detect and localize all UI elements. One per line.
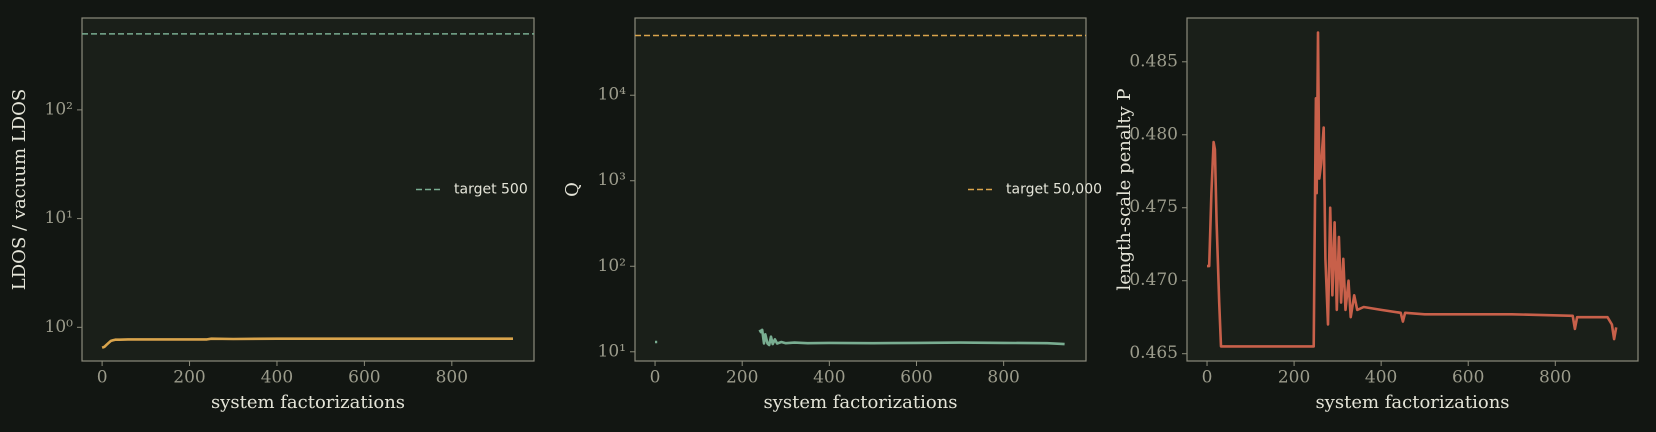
x-tick-label: 0 bbox=[1202, 368, 1213, 388]
x-tick-label: 400 bbox=[813, 368, 845, 388]
x-tick-label: 200 bbox=[173, 368, 205, 388]
plot-area bbox=[81, 17, 535, 362]
y-tick-label: 10⁴ bbox=[598, 85, 627, 105]
y-axis-label: LDOS / vacuum LDOS bbox=[9, 89, 30, 290]
x-axis-label: system factorizations bbox=[1315, 392, 1509, 413]
y-tick-label: 10¹ bbox=[598, 341, 626, 361]
legend-label: target 500 bbox=[454, 182, 528, 198]
y-tick-label: 10² bbox=[598, 256, 626, 276]
plot-area bbox=[1186, 17, 1639, 362]
y-tick-label: 10⁰ bbox=[45, 317, 74, 337]
y-tick-label: 0.475 bbox=[1129, 197, 1178, 217]
x-tick-label: 400 bbox=[261, 368, 293, 388]
x-axis-label: system factorizations bbox=[763, 392, 957, 413]
x-tick-label: 200 bbox=[1278, 368, 1310, 388]
x-axis-label: system factorizations bbox=[211, 392, 405, 413]
x-tick-label: 800 bbox=[1539, 368, 1571, 388]
x-tick-label: 0 bbox=[650, 368, 661, 388]
x-tick-label: 800 bbox=[436, 368, 468, 388]
x-tick-label: 600 bbox=[1452, 368, 1484, 388]
y-tick-label: 0.465 bbox=[1129, 343, 1178, 363]
x-tick-label: 400 bbox=[1365, 368, 1397, 388]
y-tick-label: 10¹ bbox=[45, 208, 73, 228]
y-tick-label: 10² bbox=[45, 99, 73, 119]
series-line bbox=[655, 328, 1065, 347]
y-axis-label: Q bbox=[562, 182, 583, 197]
x-tick-label: 800 bbox=[987, 368, 1019, 388]
y-tick-label: 0.470 bbox=[1129, 270, 1178, 290]
y-tick-label: 0.485 bbox=[1129, 51, 1178, 71]
x-tick-label: 0 bbox=[97, 368, 108, 388]
series-line bbox=[101, 337, 513, 349]
y-axis-label: length-scale penalty P bbox=[1114, 88, 1135, 290]
x-tick-label: 600 bbox=[348, 368, 380, 388]
y-tick-label: 10³ bbox=[598, 170, 626, 190]
series-line bbox=[1207, 31, 1618, 348]
x-tick-label: 600 bbox=[900, 368, 932, 388]
plot-area bbox=[634, 17, 1087, 362]
x-tick-label: 200 bbox=[726, 368, 758, 388]
y-tick-label: 0.480 bbox=[1129, 124, 1178, 144]
legend-label: target 50,000 bbox=[1006, 182, 1102, 198]
